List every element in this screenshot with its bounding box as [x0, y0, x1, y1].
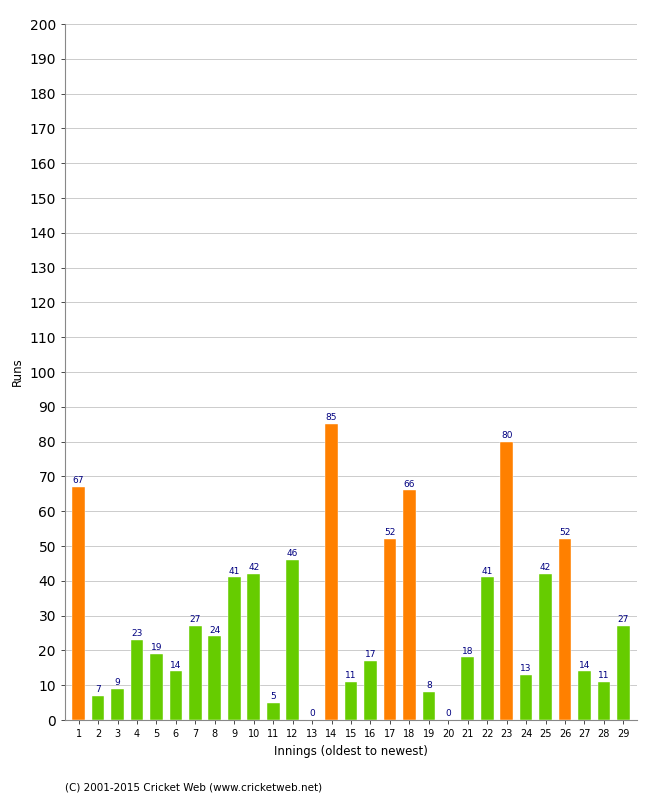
Bar	[481, 578, 493, 720]
Bar	[189, 626, 202, 720]
Text: 41: 41	[482, 566, 493, 575]
Text: 0: 0	[445, 710, 451, 718]
Text: 9: 9	[114, 678, 120, 687]
Bar	[520, 674, 532, 720]
Text: 66: 66	[404, 479, 415, 489]
Bar	[228, 578, 240, 720]
Bar	[267, 702, 280, 720]
Bar	[617, 626, 630, 720]
Bar	[540, 574, 552, 720]
Bar	[72, 487, 85, 720]
Bar	[597, 682, 610, 720]
Text: 24: 24	[209, 626, 220, 634]
Text: 41: 41	[229, 566, 240, 575]
Text: 52: 52	[384, 528, 396, 538]
Text: 52: 52	[560, 528, 571, 538]
Text: 85: 85	[326, 414, 337, 422]
Text: 19: 19	[151, 643, 162, 652]
Text: 27: 27	[618, 615, 629, 624]
Bar	[131, 640, 143, 720]
Text: 14: 14	[578, 661, 590, 670]
Text: 67: 67	[73, 476, 84, 485]
Bar	[209, 637, 221, 720]
Bar	[462, 658, 474, 720]
Bar	[578, 671, 591, 720]
Text: (C) 2001-2015 Cricket Web (www.cricketweb.net): (C) 2001-2015 Cricket Web (www.cricketwe…	[65, 782, 322, 792]
Text: 27: 27	[190, 615, 201, 624]
Bar	[248, 574, 260, 720]
Bar	[500, 442, 513, 720]
Text: 42: 42	[540, 563, 551, 572]
Bar	[422, 692, 435, 720]
Text: 80: 80	[501, 431, 512, 440]
Text: 46: 46	[287, 549, 298, 558]
Text: 23: 23	[131, 630, 142, 638]
Bar	[559, 539, 571, 720]
Bar	[364, 661, 377, 720]
Text: 18: 18	[462, 646, 473, 656]
X-axis label: Innings (oldest to newest): Innings (oldest to newest)	[274, 745, 428, 758]
Text: 5: 5	[270, 692, 276, 701]
Text: 11: 11	[598, 671, 610, 680]
Text: 8: 8	[426, 682, 432, 690]
Bar	[325, 424, 338, 720]
Bar	[384, 539, 396, 720]
Text: 42: 42	[248, 563, 259, 572]
Text: 14: 14	[170, 661, 181, 670]
Bar	[344, 682, 358, 720]
Text: 7: 7	[95, 685, 101, 694]
Bar	[111, 689, 124, 720]
Bar	[170, 671, 182, 720]
Bar	[286, 560, 299, 720]
Text: 13: 13	[521, 664, 532, 673]
Bar	[92, 696, 105, 720]
Text: 0: 0	[309, 710, 315, 718]
Text: 17: 17	[365, 650, 376, 659]
Bar	[150, 654, 162, 720]
Bar	[403, 490, 416, 720]
Y-axis label: Runs: Runs	[11, 358, 24, 386]
Text: 11: 11	[345, 671, 357, 680]
